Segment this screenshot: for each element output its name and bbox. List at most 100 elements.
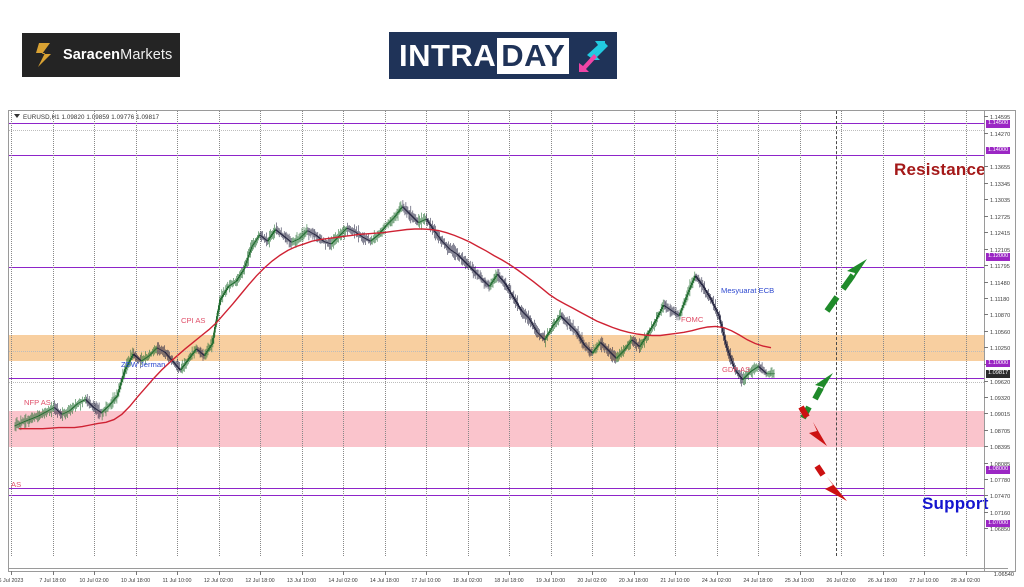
price-tick-label: 1.07160 xyxy=(984,511,1010,518)
time-tick-label: 12 Jul 18:00 xyxy=(245,577,275,584)
broker-name: SaracenMarkets xyxy=(63,47,172,63)
level-line-107000b xyxy=(9,495,984,496)
price-tick-label: 1.08395 xyxy=(984,446,1010,452)
time-axis-line xyxy=(8,568,1008,569)
price-tick-label: 1.10870 xyxy=(984,314,1010,320)
time-tick-mark xyxy=(260,571,261,575)
v-gridline xyxy=(509,111,510,556)
price-level-highlight: 1.14000 xyxy=(986,146,1011,155)
saracen-s-icon xyxy=(36,43,51,67)
time-tick-label: 10 Jul 18:00 xyxy=(120,577,151,584)
price-tick-label: 1.10250 xyxy=(984,347,1010,353)
chart-plot-area[interactable]: AS NFP AS ZEW Jerman CPI AS FOMC Mesyuar… xyxy=(9,111,984,556)
event-label-gdp-as: GDP AS xyxy=(722,365,751,374)
v-gridline xyxy=(924,111,925,556)
time-tick-mark xyxy=(218,571,220,575)
v-gridline xyxy=(467,111,469,556)
event-label-fomc: FOMC xyxy=(681,315,704,324)
up-arrow-far xyxy=(824,273,856,313)
down-arrowhead-far xyxy=(825,477,847,501)
up-arrowhead-far xyxy=(847,259,867,283)
symbol-ohlc-text: EURUSD,H1 1.09820 1.09859 1.09776 1.0981… xyxy=(23,114,160,121)
event-label-zew-jerman: ZEW Jerman xyxy=(121,360,166,369)
time-tick-label: 13 Jul 10:00 xyxy=(286,577,317,584)
time-tick-label: 28 Jul 02:00 xyxy=(950,577,981,584)
time-tick-label: 26 Jul 18:00 xyxy=(867,577,898,584)
v-gridline xyxy=(52,111,54,556)
price-tick-label: 1.09015 xyxy=(984,413,1010,419)
time-tick-label: 26 Jul 02:00 xyxy=(826,577,856,584)
time-tick-mark xyxy=(343,571,344,575)
price-tick-label: 1.14270 xyxy=(984,133,1010,139)
price-tick-label: 1.08085 xyxy=(984,462,1010,469)
price-tick-label: 1.11180 xyxy=(984,297,1009,304)
price-tick-label: 1.13345 xyxy=(984,182,1010,189)
time-tick-mark xyxy=(965,571,967,575)
v-gridline xyxy=(11,111,12,556)
intraday-logo: INTRA DAY xyxy=(389,32,618,79)
time-tick-label: 12 Jul 02:00 xyxy=(203,577,234,584)
price-tick-label: 1.08705 xyxy=(984,429,1010,436)
chevron-down-icon[interactable] xyxy=(14,114,20,118)
arrows-icon xyxy=(579,40,609,72)
event-label-mesyuarat-ecb: Mesyuarat ECB xyxy=(721,286,775,295)
price-level-highlight: 1.07000 xyxy=(986,519,1011,528)
bid-price-tag: 1.09817 xyxy=(986,370,1011,379)
v-gridline xyxy=(550,111,552,556)
crosshair-vertical[interactable] xyxy=(836,111,837,556)
v-gridline xyxy=(135,111,137,556)
down-arrowhead-near xyxy=(809,422,827,446)
price-tick-label: 1.11480 xyxy=(984,281,1010,288)
broker-name-bold: Saracen xyxy=(63,47,121,63)
support-label: Support xyxy=(922,494,989,513)
event-label-cpi-as: CPI AS xyxy=(181,316,206,325)
resistance-label: Resistance xyxy=(894,160,986,179)
price-tick-label: 1.10560 xyxy=(984,330,1010,337)
time-tick-label: 18 Jul 02:00 xyxy=(452,577,483,584)
v-gridline xyxy=(177,111,178,556)
level-line-114000 xyxy=(9,155,984,156)
level-line-112000 xyxy=(9,267,984,268)
moving-average-line xyxy=(19,228,772,430)
time-tick-mark xyxy=(52,571,54,575)
time-tick-label: 25 Jul 10:00 xyxy=(784,577,815,584)
v-gridline xyxy=(260,111,261,556)
time-tick-label: 18 Jul 18:00 xyxy=(494,577,524,584)
v-gridline xyxy=(343,111,344,556)
time-tick-label: 27 Jul 10:00 xyxy=(909,577,939,584)
time-tick-label: 20 Jul 18:00 xyxy=(618,577,649,584)
v-gridline xyxy=(218,111,220,556)
time-tick-mark xyxy=(882,571,884,575)
price-axis-line xyxy=(984,111,985,571)
time-tick-label: 19 Jul 10:00 xyxy=(535,577,566,584)
level-line-110000 xyxy=(9,378,984,379)
price-axis[interactable]: 1.14595 1.14270 1.13655 1.13345 1.13035 1.127… xyxy=(984,111,1024,571)
time-tick-mark xyxy=(11,571,12,575)
time-tick-mark xyxy=(675,571,676,575)
h-gridline xyxy=(9,351,984,352)
time-tick-label: 6 Jul 2023 xyxy=(0,577,24,584)
broker-logo: SaracenMarkets xyxy=(22,33,180,77)
v-gridline xyxy=(841,111,842,556)
time-tick-mark xyxy=(94,571,95,575)
time-tick-mark xyxy=(550,571,552,575)
price-tick-label: 1.12105 xyxy=(984,248,1010,255)
forecast-arrows xyxy=(798,259,867,501)
down-arrow-far xyxy=(814,464,826,477)
time-axis[interactable]: 1.06540 6 Jul 2023 7 Jul 18:00 10 Jul 02:0… xyxy=(0,556,1016,587)
price-tick-label: 1.07470 xyxy=(984,495,1010,501)
time-tick-label: 20 Jul 02:00 xyxy=(577,577,607,584)
time-tick-label: 11 Jul 10:00 xyxy=(162,577,192,584)
time-tick-mark xyxy=(716,571,718,575)
broker-name-light: Markets xyxy=(120,47,173,63)
time-tick-label: 24 Jul 18:00 xyxy=(743,577,773,584)
intraday-logo-day: DAY xyxy=(497,37,570,74)
time-tick-mark xyxy=(799,571,801,575)
v-gridline xyxy=(426,111,427,556)
v-gridline xyxy=(965,111,967,556)
time-tick-mark xyxy=(509,571,510,575)
event-label-as: AS xyxy=(11,480,22,489)
time-tick-label: 24 Jul 02:00 xyxy=(701,577,732,584)
price-tick-label: 1.09620 xyxy=(984,380,1010,387)
price-tick-label: 1.12725 xyxy=(984,215,1010,222)
